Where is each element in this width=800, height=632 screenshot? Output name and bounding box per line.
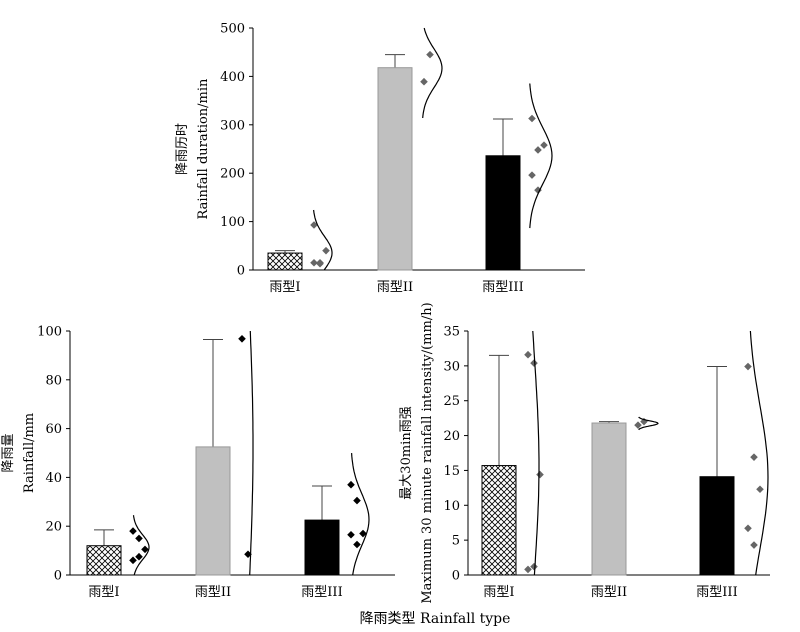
- y-tick-label: 0: [452, 569, 460, 584]
- rainfall-chart: 0 20 40 60 80 100 降雨量 Rainfall/mm 雨型I 雨型II 雨型III: [1, 325, 395, 600]
- data-point: [322, 246, 330, 255]
- data-point: [141, 545, 149, 554]
- intensity-chart: 0 5 10 15 20 25 30 35 最大30min雨强 Maximum 30 minute…: [399, 302, 770, 604]
- bar: [481, 465, 517, 576]
- y-axis-title-en: Rainfall/mm: [22, 413, 37, 493]
- y-tick-label: 400: [220, 70, 245, 85]
- x-tick-label: 雨型III: [696, 585, 737, 600]
- y-tick-label: 15: [443, 464, 460, 479]
- data-point: [310, 258, 318, 267]
- y-tick-label: 10: [443, 499, 460, 514]
- data-point: [129, 527, 137, 535]
- bar: [304, 519, 340, 576]
- distribution-curve: [529, 83, 553, 229]
- distribution-curve: [249, 330, 254, 576]
- shared-x-axis-title: 降雨类型 Rainfall type: [360, 611, 511, 627]
- data-point: [135, 534, 143, 543]
- data-point: [135, 552, 143, 561]
- data-point: [316, 259, 324, 268]
- data-point: [750, 541, 758, 549]
- x-tick-label: 雨型II: [377, 280, 413, 295]
- data-point: [536, 470, 544, 479]
- y-tick-label: 80: [45, 373, 62, 388]
- y-axis-title-cn: 最大30min雨强: [399, 406, 414, 499]
- y-tick-label: 5: [452, 534, 460, 549]
- y-tick-label: 30: [443, 359, 460, 374]
- distribution-curve: [749, 330, 769, 576]
- data-point: [750, 453, 758, 461]
- data-point: [524, 565, 532, 574]
- y-tick-label: 0: [237, 264, 245, 279]
- distribution-curve: [313, 209, 333, 271]
- data-point: [534, 146, 542, 154]
- data-point: [640, 417, 648, 426]
- data-point: [524, 350, 532, 359]
- y-tick-label: 200: [220, 167, 245, 182]
- x-tick-label: 雨型II: [591, 585, 627, 600]
- y-tick-label: 20: [443, 429, 460, 444]
- y-tick-label: 100: [37, 325, 62, 340]
- data-point: [426, 50, 434, 59]
- data-point: [420, 77, 428, 86]
- y-tick-label: 60: [45, 422, 62, 437]
- data-point: [634, 421, 642, 429]
- y-tick-label: 300: [220, 118, 245, 133]
- bar: [267, 252, 303, 271]
- data-point: [244, 550, 252, 559]
- x-tick-label: 雨型III: [482, 280, 523, 295]
- data-point: [540, 141, 548, 149]
- data-point: [744, 362, 752, 371]
- data-point: [347, 530, 355, 539]
- data-point: [353, 540, 361, 549]
- x-tick-label: 雨型III: [301, 585, 342, 600]
- data-point: [353, 496, 361, 505]
- data-point: [530, 562, 538, 571]
- y-axis-title-cn: 降雨量: [1, 433, 16, 472]
- bar: [86, 545, 122, 576]
- y-tick-label: 500: [220, 22, 245, 37]
- bar: [699, 476, 735, 576]
- y-axis-title-cn: 降雨历时: [175, 123, 190, 175]
- data-point: [129, 556, 137, 565]
- data-point: [756, 485, 764, 494]
- x-tick-label: 雨型I: [269, 280, 300, 295]
- bar: [377, 67, 413, 271]
- bar: [195, 446, 231, 576]
- y-axis-title-en: Rainfall duration/min: [196, 78, 211, 219]
- data-point: [238, 335, 246, 343]
- data-point: [359, 529, 367, 538]
- data-point: [528, 171, 536, 179]
- data-point: [528, 114, 536, 123]
- data-point: [530, 359, 538, 367]
- bar: [591, 422, 627, 576]
- data-point: [347, 480, 355, 489]
- bar: [485, 155, 521, 271]
- distribution-curve: [422, 27, 443, 119]
- y-tick-label: 25: [443, 394, 460, 409]
- x-tick-label: 雨型I: [483, 585, 514, 600]
- x-tick-label: 雨型I: [88, 585, 119, 600]
- duration-chart: 0 100 200 300 400 500 降雨历时 Rainfall duration/mi…: [175, 22, 585, 295]
- distribution-curve: [132, 515, 150, 576]
- x-tick-label: 雨型II: [195, 585, 231, 600]
- y-tick-label: 20: [45, 520, 62, 535]
- data-point: [310, 221, 318, 229]
- data-point: [534, 186, 542, 194]
- y-axis-title-en: Maximum 30 minute rainfall intensity/(mm…: [420, 302, 435, 603]
- y-tick-label: 40: [45, 471, 62, 486]
- distribution-curve: [351, 453, 370, 576]
- y-tick-label: 0: [54, 569, 62, 584]
- distribution-curve: [532, 330, 540, 576]
- y-tick-label: 35: [443, 325, 460, 340]
- data-point: [744, 524, 752, 533]
- distribution-curve: [638, 416, 659, 431]
- y-tick-label: 100: [220, 215, 245, 230]
